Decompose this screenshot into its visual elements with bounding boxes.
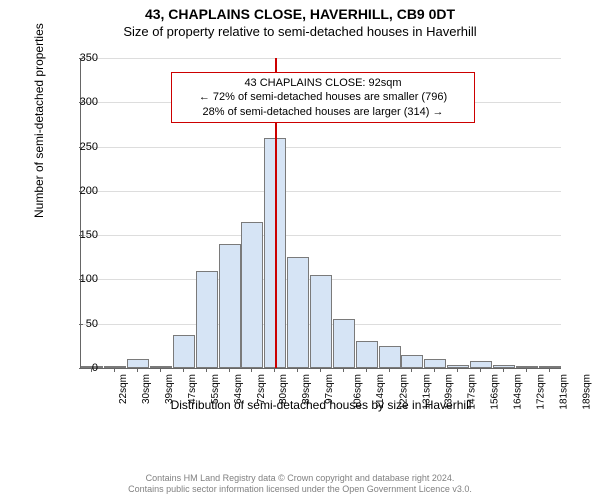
plot-area: Distribution of semi-detached houses by …: [80, 58, 561, 369]
x-tick-mark: [274, 368, 275, 372]
x-tick-mark: [206, 368, 207, 372]
y-tick-mark: [79, 235, 83, 236]
x-tick-label: 72sqm: [256, 374, 267, 404]
x-tick-label: 156sqm: [490, 374, 501, 410]
histogram-bar: [310, 275, 332, 368]
histogram-bar: [104, 366, 126, 368]
x-tick-mark: [366, 368, 367, 372]
chart-container: Number of semi-detached properties Distr…: [52, 48, 572, 418]
x-tick-label: 189sqm: [581, 374, 592, 410]
x-tick-label: 122sqm: [398, 374, 409, 410]
histogram-bar: [424, 359, 446, 368]
x-tick-mark: [160, 368, 161, 372]
x-tick-label: 89sqm: [301, 374, 312, 404]
x-tick-mark: [434, 368, 435, 372]
histogram-bar: [539, 366, 561, 368]
x-tick-mark: [91, 368, 92, 372]
x-tick-label: 97sqm: [324, 374, 335, 404]
histogram-bar: [196, 271, 218, 368]
annotation-box: 43 CHAPLAINS CLOSE: 92sqm ← 72% of semi-…: [171, 72, 475, 123]
gridline: [81, 147, 561, 148]
x-tick-label: 164sqm: [513, 374, 524, 410]
x-tick-label: 55sqm: [210, 374, 221, 404]
x-tick-label: 39sqm: [164, 374, 175, 404]
chart-title-sub: Size of property relative to semi-detach…: [0, 22, 600, 39]
x-tick-label: 64sqm: [233, 374, 244, 404]
y-tick-mark: [79, 191, 83, 192]
histogram-bar: [401, 355, 423, 368]
histogram-bar: [173, 335, 195, 368]
y-tick-mark: [79, 368, 83, 369]
footer-line-2: Contains public sector information licen…: [0, 484, 600, 496]
x-tick-label: 47sqm: [187, 374, 198, 404]
histogram-bar: [333, 319, 355, 368]
histogram-bar: [470, 361, 492, 368]
annotation-line-3: 28% of semi-detached houses are larger (…: [178, 105, 468, 119]
y-tick-mark: [79, 147, 83, 148]
histogram-bar: [219, 244, 241, 368]
histogram-bar: [493, 365, 515, 368]
x-tick-mark: [411, 368, 412, 372]
x-tick-label: 147sqm: [467, 374, 478, 410]
x-tick-mark: [320, 368, 321, 372]
gridline: [81, 191, 561, 192]
gridline: [81, 58, 561, 59]
annotation-line-1: 43 CHAPLAINS CLOSE: 92sqm: [178, 76, 468, 90]
x-tick-mark: [251, 368, 252, 372]
x-tick-mark: [503, 368, 504, 372]
x-tick-mark: [526, 368, 527, 372]
x-tick-label: 181sqm: [558, 374, 569, 410]
x-tick-label: 139sqm: [444, 374, 455, 410]
y-tick-mark: [79, 58, 83, 59]
y-tick-mark: [79, 279, 83, 280]
x-tick-mark: [137, 368, 138, 372]
annotation-line-2: ← 72% of semi-detached houses are smalle…: [178, 90, 468, 104]
x-tick-label: 80sqm: [278, 374, 289, 404]
footer-attribution: Contains HM Land Registry data © Crown c…: [0, 473, 600, 496]
x-tick-mark: [229, 368, 230, 372]
histogram-bar: [241, 222, 263, 368]
footer-line-1: Contains HM Land Registry data © Crown c…: [0, 473, 600, 485]
y-tick-mark: [79, 102, 83, 103]
chart-title-main: 43, CHAPLAINS CLOSE, HAVERHILL, CB9 0DT: [0, 0, 600, 22]
x-tick-label: 22sqm: [118, 374, 129, 404]
x-tick-label: 30sqm: [141, 374, 152, 404]
x-tick-label: 106sqm: [353, 374, 364, 410]
x-tick-mark: [183, 368, 184, 372]
x-tick-mark: [297, 368, 298, 372]
x-tick-label: 172sqm: [535, 374, 546, 410]
x-tick-mark: [343, 368, 344, 372]
histogram-bar: [516, 366, 538, 368]
gridline: [81, 235, 561, 236]
histogram-bar: [379, 346, 401, 368]
histogram-bar: [356, 341, 378, 368]
y-axis-label: Number of semi-detached properties: [32, 23, 46, 218]
x-tick-mark: [549, 368, 550, 372]
x-tick-mark: [480, 368, 481, 372]
y-tick-mark: [79, 324, 83, 325]
histogram-bar: [287, 257, 309, 368]
x-tick-mark: [114, 368, 115, 372]
histogram-bar: [127, 359, 149, 368]
x-tick-mark: [389, 368, 390, 372]
x-tick-label: 114sqm: [375, 374, 386, 409]
x-tick-label: 131sqm: [421, 374, 432, 410]
x-tick-mark: [457, 368, 458, 372]
